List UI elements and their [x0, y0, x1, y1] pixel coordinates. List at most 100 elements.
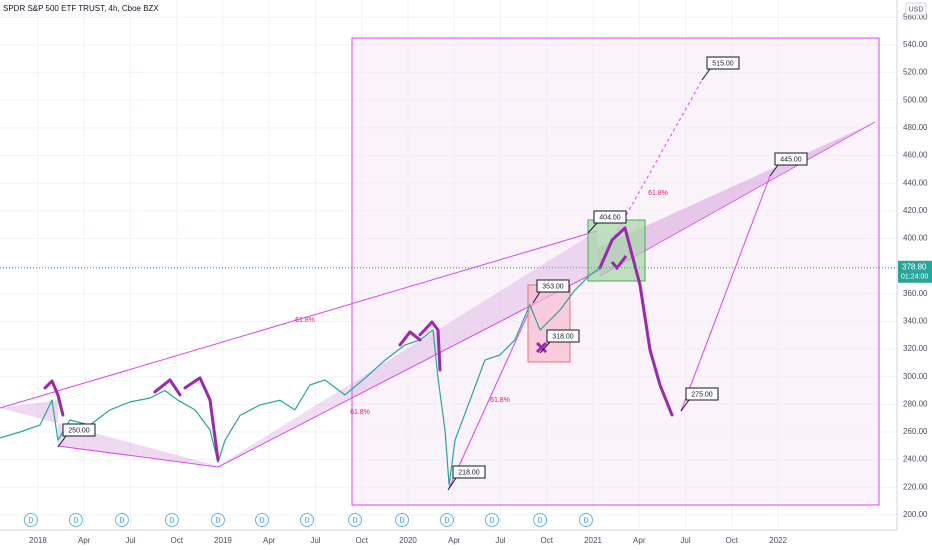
- dividend-marker: [210, 513, 225, 527]
- stop-box: [527, 284, 571, 363]
- callout: 445.00: [769, 152, 808, 177]
- x-tick-label: Oct: [170, 536, 183, 545]
- y-tick-label: 400.00: [903, 234, 928, 243]
- y-tick-label: 460.00: [903, 151, 928, 160]
- dividend-marker: [299, 513, 314, 527]
- dividend-marker: [578, 513, 593, 527]
- price-line: [43, 226, 674, 462]
- dividend-label: D: [28, 517, 33, 524]
- dividend-marker: [23, 513, 38, 527]
- dividend-label: D: [489, 517, 494, 524]
- callout: 250.00: [57, 423, 96, 448]
- y-tick-label: 500.00: [903, 95, 928, 104]
- x-tick-label: Jul: [310, 536, 320, 545]
- grid: [0, 0, 897, 530]
- callout: 515.00: [701, 56, 740, 81]
- dividend-label: D: [444, 517, 449, 524]
- callout-label: 404.00: [599, 214, 621, 221]
- y-tick-label: 540.00: [903, 40, 928, 49]
- dividend-label: D: [119, 517, 124, 524]
- dividend-marker: [533, 513, 548, 527]
- currency-box: [905, 2, 927, 16]
- dividend-label: D: [73, 517, 78, 524]
- dividend-label: D: [583, 517, 588, 524]
- y-tick-label: 420.00: [903, 206, 928, 215]
- y-tick-label: 360.00: [903, 289, 928, 298]
- fib-label: 61.8%: [648, 190, 668, 197]
- cross-icon: [535, 341, 548, 354]
- check-icon: [610, 255, 628, 271]
- last-price-label: 378.80: [902, 262, 927, 271]
- x-tick-label: 2019: [214, 536, 232, 545]
- fib-label: 61.8%: [295, 317, 315, 324]
- callout: 275.00: [680, 387, 719, 412]
- callout-label: 218.00: [458, 469, 480, 476]
- time-axis: [0, 530, 932, 550]
- dividend-marker: [254, 513, 269, 527]
- y-tick-label: 300.00: [903, 372, 928, 381]
- callout-label: 515.00: [712, 60, 734, 67]
- callout-label: 318.00: [552, 333, 574, 340]
- y-tick-label: 340.00: [903, 317, 928, 326]
- trendline: [57, 445, 219, 468]
- x-tick-label: Apr: [633, 536, 646, 545]
- callout: 218.00: [447, 465, 486, 491]
- y-tick-label: 440.00: [903, 178, 928, 187]
- dividend-marker: [164, 513, 179, 527]
- dividend-label: D: [304, 517, 309, 524]
- callout: 353.00: [532, 279, 570, 304]
- dividend-marker: [114, 513, 129, 527]
- x-tick-label: Oct: [355, 536, 368, 545]
- y-tick-label: 320.00: [903, 344, 928, 353]
- fib-label: 61.8%: [350, 409, 370, 416]
- dividend-marker: [484, 513, 499, 527]
- dividend-marker: [440, 513, 455, 527]
- currency: USD: [909, 6, 924, 13]
- axes: 200.00 220.00 240.00 260.00 280.00 300.00 320.…: [29, 12, 932, 545]
- trendline: [448, 302, 534, 489]
- fan-line: [599, 121, 876, 277]
- dividend-label: D: [538, 517, 543, 524]
- callout-label: 353.00: [542, 283, 564, 290]
- y-tick-label: 200.00: [903, 510, 928, 519]
- dividend-label: D: [259, 517, 264, 524]
- dashed-target: [599, 79, 703, 263]
- trendline: [680, 175, 771, 412]
- callout-label: 275.00: [691, 391, 713, 398]
- last-price-box: [898, 260, 932, 283]
- dividend-marker: [348, 513, 363, 527]
- callout: 318.00: [539, 329, 580, 354]
- x-tick-label: Apr: [263, 536, 276, 545]
- x-tick-label: Oct: [726, 536, 739, 545]
- chart-title: SPDR S&P 500 ETF TRUST, 4h, Cboe BZX: [3, 4, 159, 13]
- callout: 404.00: [587, 210, 627, 234]
- x-tick-label: 2020: [399, 536, 417, 545]
- countdown: 01:24:00: [901, 274, 928, 281]
- dividend-label: D: [400, 517, 405, 524]
- dividend-marker: [68, 513, 83, 527]
- y-tick-label: 480.00: [903, 123, 928, 132]
- y-tick-label: 260.00: [903, 427, 928, 436]
- x-tick-label: 2022: [769, 536, 787, 545]
- x-tick-label: Jul: [495, 536, 505, 545]
- y-tick-label: 240.00: [903, 455, 928, 464]
- x-tick-label: 2018: [29, 536, 47, 545]
- x-tick-label: Apr: [448, 536, 461, 545]
- y-tick-label: 220.00: [903, 482, 928, 491]
- x-tick-label: Oct: [541, 536, 554, 545]
- channel-fill: [218, 231, 600, 466]
- trendline: [0, 230, 598, 409]
- y-tick-label: 280.00: [903, 399, 928, 408]
- dividend-label: D: [169, 517, 174, 524]
- x-tick-label: 2021: [584, 536, 602, 545]
- price-line: [0, 267, 601, 486]
- callout-label: 250.00: [68, 427, 90, 434]
- dividend-marker: [395, 513, 410, 527]
- callout-label: 445.00: [780, 156, 802, 163]
- fib-label: 61.8%: [490, 397, 510, 404]
- y-tick-label: 520.00: [903, 68, 928, 77]
- dividend-label: D: [353, 517, 358, 524]
- x-tick-label: Jul: [680, 536, 690, 545]
